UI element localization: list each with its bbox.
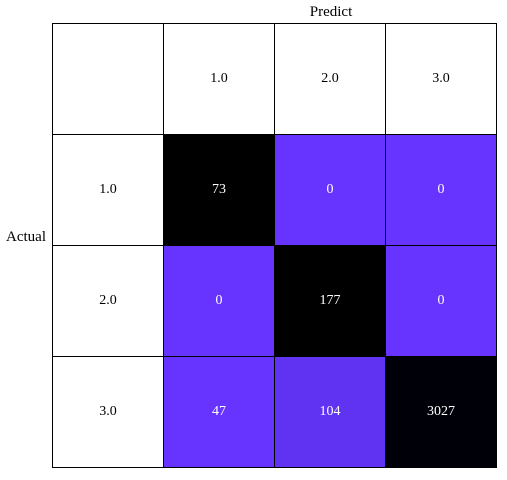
row-header: 3.0	[52, 356, 164, 468]
matrix-row: 1.0 73 0 0	[52, 134, 497, 246]
column-header: 2.0	[274, 23, 386, 135]
row-header: 2.0	[52, 245, 164, 357]
header-row: 1.0 2.0 3.0	[52, 23, 497, 135]
matrix-cell: 0	[385, 245, 497, 357]
corner-cell	[52, 23, 164, 135]
y-axis-label: Actual	[6, 229, 46, 245]
matrix-row: 2.0 0 177 0	[52, 245, 497, 357]
matrix-cell: 0	[163, 245, 275, 357]
matrix-cell: 0	[385, 134, 497, 246]
confusion-matrix: 1.0 2.0 3.0 1.0 73 0 0 2.0 0 177 0 3.0 4…	[52, 23, 497, 468]
column-header: 3.0	[385, 23, 497, 135]
matrix-cell: 104	[274, 356, 386, 468]
matrix-cell: 177	[274, 245, 386, 357]
column-header: 1.0	[163, 23, 275, 135]
matrix-cell: 0	[274, 134, 386, 246]
chart-title: Predict	[309, 4, 353, 20]
matrix-cell: 47	[163, 356, 275, 468]
matrix-row: 3.0 47 104 3027	[52, 356, 497, 468]
matrix-cell: 3027	[385, 356, 497, 468]
matrix-cell: 73	[163, 134, 275, 246]
row-header: 1.0	[52, 134, 164, 246]
